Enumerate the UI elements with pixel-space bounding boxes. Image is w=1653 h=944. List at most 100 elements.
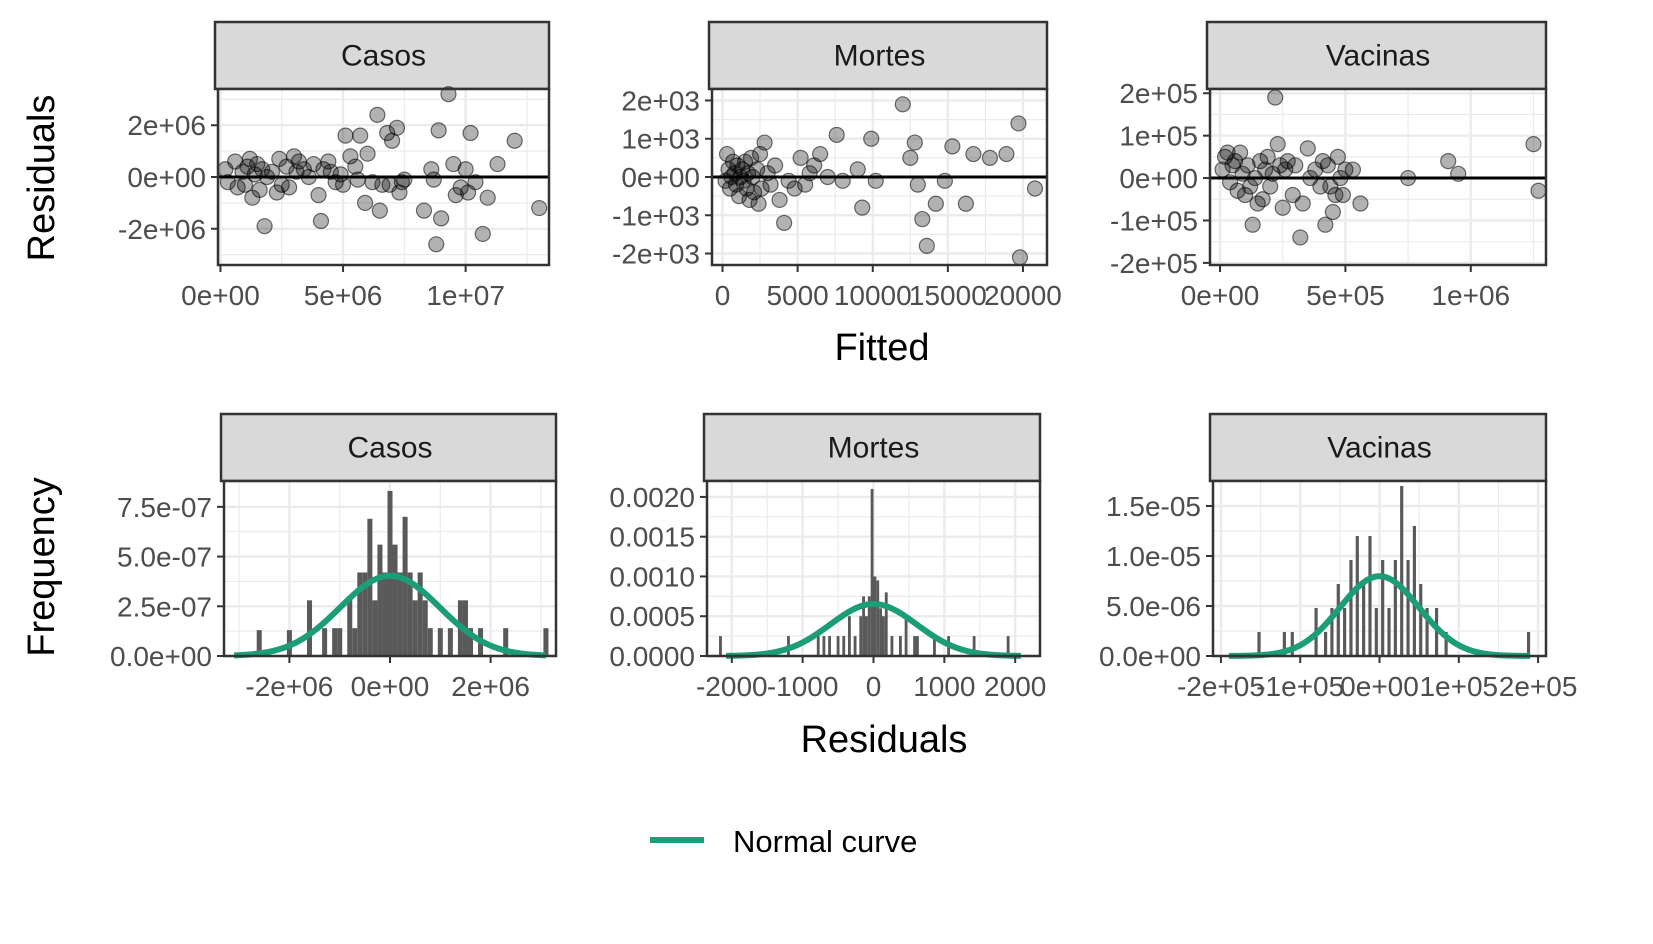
- x-tick-label: 5e+05: [1306, 280, 1385, 311]
- data-point: [1237, 186, 1254, 204]
- data-point: [1299, 140, 1316, 157]
- data-point: [334, 176, 352, 193]
- data-point: [786, 180, 803, 197]
- histogram-bar: [862, 596, 865, 656]
- data-point: [506, 132, 523, 149]
- histogram-bar: [916, 636, 919, 656]
- data-point: [819, 168, 836, 186]
- data-point: [415, 202, 433, 219]
- data-point: [1231, 144, 1249, 161]
- data-point: [756, 134, 773, 151]
- histogram-bar: [382, 572, 388, 656]
- histogram-bar: [859, 616, 863, 656]
- histogram-bar: [867, 596, 871, 656]
- histogram-bar: [1406, 560, 1410, 656]
- data-point: [1242, 178, 1259, 195]
- histogram-bar: [397, 572, 403, 656]
- histogram-bar: [836, 636, 840, 656]
- x-tick-label: 0e+00: [351, 671, 430, 702]
- y-tick-label: 1.5e-05: [1106, 491, 1201, 522]
- histogram-bar: [392, 544, 398, 656]
- data-point: [263, 163, 281, 180]
- data-point: [906, 134, 923, 151]
- y-tick-label: 2e+05: [1119, 78, 1198, 109]
- histogram-bar: [337, 628, 343, 656]
- data-point: [359, 145, 376, 162]
- data-point: [771, 191, 788, 209]
- histogram-bar: [352, 628, 358, 656]
- data-point: [1214, 161, 1231, 178]
- y-tick-label: 5.0e-07: [117, 542, 212, 573]
- histogram-bar: [437, 628, 443, 656]
- histogram-bar: [1362, 584, 1366, 656]
- histogram-bar: [1526, 632, 1531, 656]
- legend: Normal curve: [650, 824, 917, 859]
- data-point: [428, 236, 445, 253]
- data-point: [310, 187, 327, 204]
- x-tick-label: 15000: [909, 280, 987, 311]
- x-tick-label: 1e+06: [1431, 280, 1510, 311]
- data-point: [918, 237, 935, 254]
- x-tick-label: 5e+06: [304, 280, 383, 311]
- panel-border: [1208, 87, 1548, 267]
- histogram-bar: [719, 636, 722, 656]
- x-tick-label: 0e+00: [1340, 671, 1419, 702]
- data-point: [1011, 249, 1029, 266]
- histogram-bar: [332, 628, 338, 656]
- data-point: [349, 171, 366, 188]
- strip-background: [702, 412, 1042, 483]
- histogram-bar: [427, 628, 433, 656]
- histogram-bar: [1330, 608, 1334, 656]
- data-point: [1294, 195, 1311, 212]
- data-point: [812, 145, 829, 163]
- x-tick-label: 5000: [766, 280, 828, 311]
- data-point: [1026, 180, 1044, 197]
- data-point: [219, 174, 236, 191]
- data-point: [320, 153, 337, 170]
- data-point: [1274, 199, 1291, 216]
- data-point: [1317, 216, 1334, 233]
- histogram-bar: [347, 600, 353, 656]
- y-tick-label: -2e+03: [612, 239, 700, 270]
- axes: -2e+06 0e+00 2e+06 0.0e+00 2.5e-07 5.0e-07 7.5…: [110, 492, 530, 702]
- x-tick-label: 2000: [984, 671, 1046, 702]
- data-point: [957, 195, 974, 212]
- y-tick-label: 0.0015: [609, 522, 695, 553]
- y-tick-label: -1e+03: [612, 200, 700, 231]
- data-point: [1399, 169, 1417, 187]
- data-point: [1254, 191, 1271, 208]
- x-tick-label: 1e+05: [1419, 671, 1498, 702]
- x-tick-label: -1000: [767, 671, 839, 702]
- data-point: [914, 210, 931, 228]
- histogram-bar: [402, 516, 408, 656]
- histogram-bar: [933, 636, 936, 656]
- histogram-bar: [1435, 608, 1439, 656]
- data-point: [332, 166, 349, 183]
- data-point: [750, 195, 767, 212]
- histogram-bar: [1368, 536, 1372, 656]
- data-point: [1267, 89, 1284, 106]
- histogram-bar: [1419, 584, 1423, 656]
- data-point: [1450, 165, 1467, 182]
- y-tick-label: 0e+00: [621, 162, 700, 193]
- data-point: [753, 180, 770, 197]
- histogram-bar: [422, 600, 428, 656]
- data-point: [998, 145, 1015, 163]
- data-point: [1332, 169, 1349, 187]
- data-point: [364, 174, 381, 191]
- y-tick-label: 0.0e+00: [1099, 641, 1201, 672]
- data-point: [447, 187, 464, 204]
- data-point: [1329, 148, 1346, 165]
- data-point: [295, 161, 312, 178]
- histogram-bar: [1400, 486, 1404, 656]
- data-point: [1229, 182, 1246, 199]
- marks: [1227, 486, 1532, 659]
- data-point: [474, 225, 491, 243]
- histogram-bar: [1282, 632, 1286, 656]
- histogram-bar: [1393, 560, 1397, 656]
- y-tick-label: 0e+00: [127, 162, 206, 193]
- data-point: [849, 161, 866, 178]
- strip-label: Vacinas: [1327, 432, 1432, 465]
- legend-label: Normal curve: [733, 824, 917, 859]
